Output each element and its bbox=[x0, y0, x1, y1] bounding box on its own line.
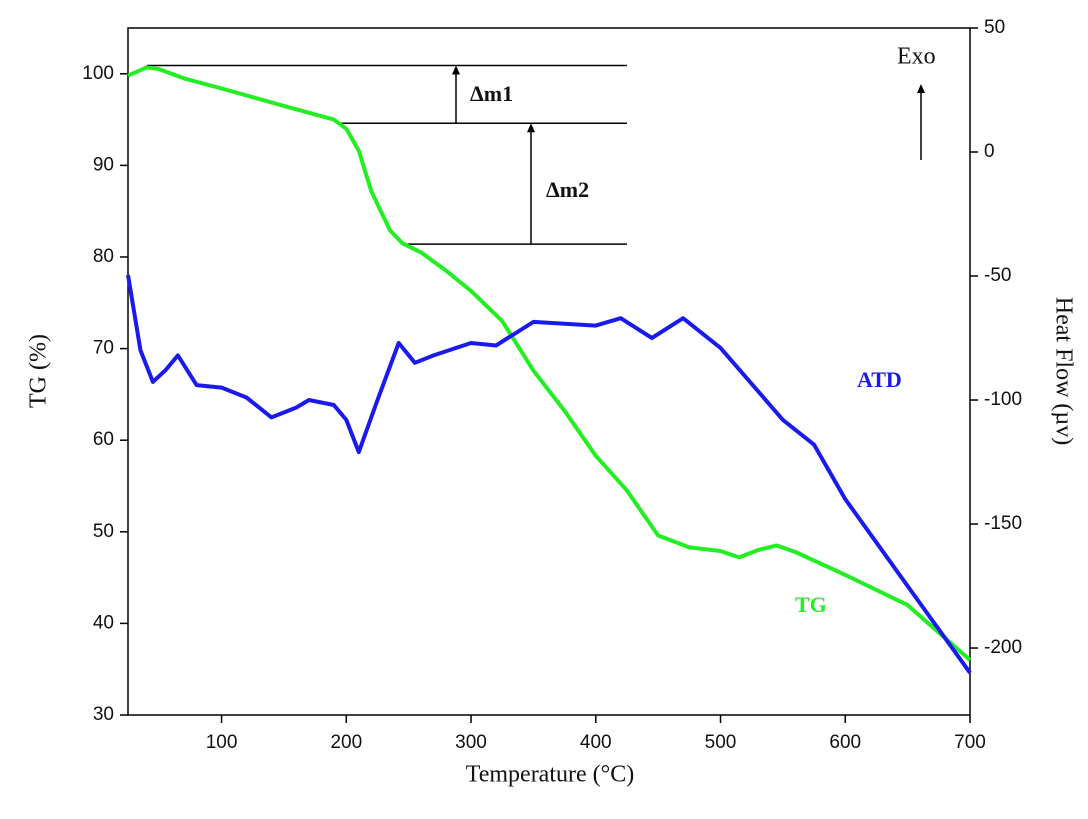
y2-axis-label: Heat Flow (µv) bbox=[1050, 297, 1076, 445]
y-tick-label: 80 bbox=[93, 246, 114, 267]
y2-tick-label: -50 bbox=[984, 265, 1011, 286]
y2-tick-label: -150 bbox=[984, 513, 1022, 534]
y-tick-label: 40 bbox=[93, 612, 114, 633]
x-tick-label: 400 bbox=[580, 732, 612, 753]
y2-tick-label: 0 bbox=[984, 141, 995, 162]
y-tick-label: 100 bbox=[82, 63, 114, 84]
y-tick-label: 60 bbox=[93, 429, 114, 450]
plot-frame bbox=[127, 27, 971, 716]
x-tick-label: 600 bbox=[829, 732, 861, 753]
arrow-head bbox=[527, 123, 535, 133]
x-axis-label: Temperature (°C) bbox=[466, 762, 635, 788]
series-label: TG bbox=[795, 592, 827, 617]
y-axis-label: TG (%) bbox=[26, 334, 52, 408]
y2-tick-label: -100 bbox=[984, 389, 1022, 410]
series-line bbox=[127, 65, 972, 662]
annotation: Δm2 bbox=[546, 177, 589, 202]
y-tick-label: 90 bbox=[93, 154, 114, 175]
x-tick-label: 100 bbox=[206, 732, 238, 753]
annotation: Δm1 bbox=[470, 81, 513, 106]
y2-tick-label: 50 bbox=[984, 17, 1005, 38]
x-tick-label: 500 bbox=[705, 732, 737, 753]
series-label: ATD bbox=[857, 367, 902, 392]
series-line bbox=[126, 274, 972, 674]
x-tick-label: 700 bbox=[954, 732, 986, 753]
y-tick-label: 50 bbox=[93, 521, 114, 542]
y2-tick-label: -200 bbox=[984, 637, 1022, 658]
arrow-head bbox=[917, 84, 925, 93]
y-tick-label: 30 bbox=[93, 704, 114, 725]
x-tick-label: 300 bbox=[455, 732, 487, 753]
x-tick-label: 200 bbox=[330, 732, 362, 753]
arrow-head bbox=[452, 65, 460, 75]
annotation: Exo bbox=[897, 44, 936, 70]
y-tick-label: 70 bbox=[93, 338, 114, 359]
